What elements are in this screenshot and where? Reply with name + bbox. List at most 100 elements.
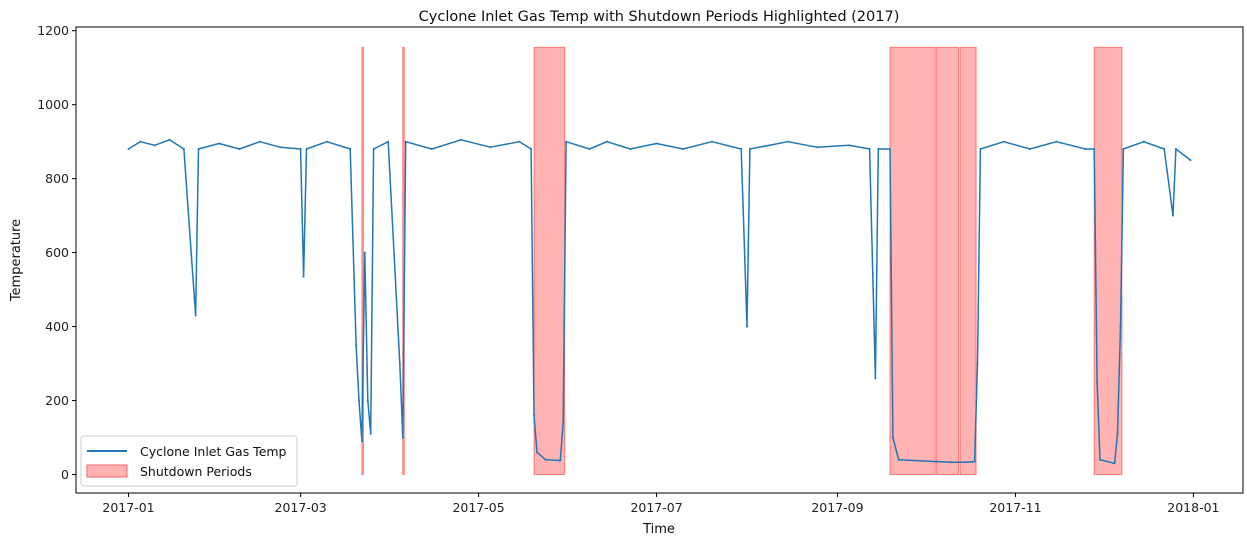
data-point-56 [935,460,938,463]
data-point-53 [888,148,891,151]
data-point-57 [950,461,953,464]
data-point-77 [1189,159,1192,162]
y-axis-label: Temperature [9,219,24,302]
y-tick-label-0: 0 [61,467,69,482]
data-point-18 [360,440,363,443]
y-axis: 0 200 400 600 800 1000 1200 [37,23,76,482]
data-point-0 [127,148,130,151]
y-tick-label-4: 800 [45,171,69,186]
shutdown-period-0 [361,46,364,476]
data-point-34 [544,458,547,461]
data-point-41 [655,142,658,145]
data-point-26 [404,140,407,143]
temperature-series [127,138,1192,465]
data-point-3 [168,138,171,141]
data-point-44 [740,148,743,151]
data-point-47 [786,140,789,143]
data-point-1 [139,140,142,143]
data-point-66 [1093,148,1096,151]
x-tick-label-0: 2017-01 [102,500,154,515]
x-tick-label-5: 2017-11 [989,500,1041,515]
data-point-13 [305,148,308,151]
legend: Cyclone Inlet Gas Temp Shutdown Periods [80,435,298,487]
data-point-30 [518,140,521,143]
chart-title: Cyclone Inlet Gas Temp with Shutdown Per… [419,9,900,25]
data-point-55 [897,458,900,461]
data-point-19 [363,251,366,254]
data-point-31 [530,148,533,151]
shutdown-period-4 [936,46,960,476]
data-point-9 [258,140,261,143]
x-axis: 2017-01 2017-03 2017-05 2017-07 2017-09 2017-… [102,493,1220,515]
data-point-73 [1142,140,1145,143]
data-point-23 [387,140,390,143]
data-point-11 [299,148,302,151]
x-axis-label: Time [642,522,675,537]
data-point-15 [349,148,352,151]
y-tick-label-5: 1000 [37,97,69,112]
data-point-32 [533,414,536,417]
legend-patch-swatch [86,464,128,478]
data-point-52 [877,148,880,151]
data-point-21 [369,432,372,435]
data-point-5 [194,314,197,317]
data-point-4 [182,148,185,151]
y-tick-label-2: 400 [45,319,69,334]
shutdown-period-2 [533,46,566,476]
data-point-42 [681,148,684,151]
data-point-12 [302,275,305,278]
data-point-48 [816,146,819,149]
data-point-69 [1113,462,1116,465]
data-point-16 [355,344,358,347]
data-point-24 [398,362,401,365]
data-point-45 [746,325,749,328]
data-point-64 [1055,140,1058,143]
legend-label-temp: Cyclone Inlet Gas Temp [140,444,287,459]
data-point-65 [1084,148,1087,151]
data-point-62 [1002,140,1005,143]
data-point-60 [976,362,979,365]
data-point-10 [279,146,282,149]
data-point-27 [430,148,433,151]
x-tick-label-4: 2017-09 [811,500,863,515]
data-point-40 [629,148,632,151]
data-point-75 [1171,214,1174,217]
data-point-2 [153,144,156,147]
data-point-67 [1096,381,1099,384]
data-point-61 [979,148,982,151]
shutdown-period-6 [1093,46,1123,476]
data-point-72 [1122,148,1125,151]
x-tick-label-6: 2018-01 [1167,500,1219,515]
data-point-43 [711,140,714,143]
data-point-22 [372,148,375,151]
data-point-35 [559,459,562,462]
data-point-14 [325,140,328,143]
y-tick-label-6: 1200 [37,23,69,38]
legend-label-shutdown: Shutdown Periods [140,464,252,479]
x-tick-label-2: 2017-05 [452,500,504,515]
legend-frame [80,435,298,487]
data-point-71 [1119,325,1122,328]
data-point-37 [565,140,568,143]
data-point-29 [489,146,492,149]
data-point-63 [1029,148,1032,151]
data-point-76 [1174,148,1177,151]
data-point-54 [891,436,894,439]
data-point-6 [197,148,200,151]
data-point-46 [748,148,751,151]
data-point-7 [217,142,220,145]
data-point-25 [401,436,404,439]
y-tick-label-1: 200 [45,393,69,408]
data-point-50 [868,148,871,151]
shutdown-period-3 [889,46,936,476]
data-point-20 [366,399,369,402]
y-tick-label-3: 600 [45,245,69,260]
data-point-70 [1116,432,1119,435]
data-point-59 [973,460,976,463]
x-tick-label-3: 2017-07 [630,500,682,515]
data-point-49 [848,144,851,147]
data-point-39 [605,140,608,143]
data-point-28 [460,138,463,141]
data-point-17 [357,399,360,402]
